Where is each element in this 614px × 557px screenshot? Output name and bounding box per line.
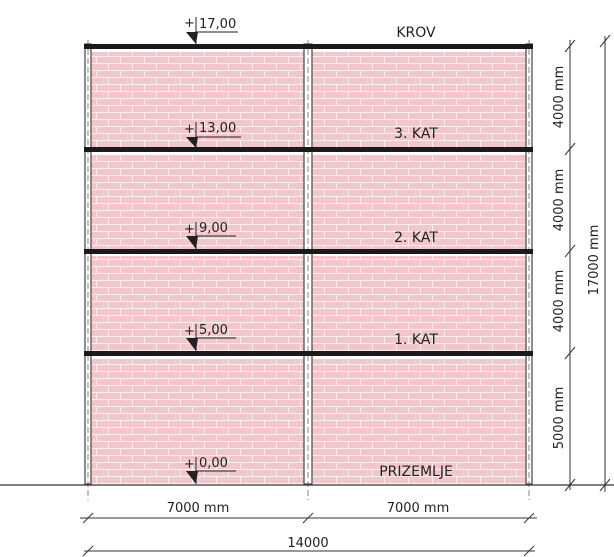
- wall-panel-3kat-right: [312, 52, 527, 148]
- elevation-marker-2kat: + 9,00: [184, 221, 236, 249]
- elevation-marker-1kat: + 5,00: [184, 323, 236, 351]
- dimension-storey-prizemlje: 5000 mm: [552, 387, 567, 450]
- wall-panel-2kat-left: [90, 155, 305, 249]
- elevation-value: 17,00: [199, 17, 236, 32]
- floor-label-3kat: 3. KAT: [394, 126, 438, 142]
- elevation-value: 13,00: [199, 121, 236, 136]
- slab-1kat: [84, 351, 533, 356]
- wall-panel-1kat-right: [312, 256, 527, 352]
- slab-2kat: [84, 249, 533, 254]
- floor-label-prizemlje: PRIZEMLJE: [379, 464, 453, 480]
- dimension-line-bays: [80, 512, 537, 524]
- dimension-line-total-height: [599, 34, 611, 492]
- dimension-bay-right: 7000 mm: [387, 501, 450, 516]
- wall-panel-2kat-right: [312, 155, 527, 249]
- dimension-line-storeys: [564, 39, 576, 492]
- slab-3kat: [84, 147, 533, 152]
- elevation-sign: +: [184, 457, 195, 472]
- elevation-marker-krov: + 17,00: [184, 16, 238, 44]
- elevation-sign: +: [184, 16, 195, 31]
- dimension-line-total-width: [82, 545, 535, 557]
- elevation-value: 0,00: [199, 456, 228, 471]
- wall-panel-prizemlje-right: [312, 359, 527, 484]
- elevation-marker-prizemlje: + 0,00: [184, 456, 236, 484]
- wall-panel-1kat-left: [90, 256, 305, 352]
- elevation-value: 5,00: [199, 323, 228, 338]
- floor-label-krov: KROV: [396, 25, 436, 41]
- floor-label-2kat: 2. KAT: [394, 230, 438, 246]
- wall-panel-prizemlje-left: [90, 359, 305, 484]
- elevation-marker-3kat: + 13,00: [184, 121, 241, 148]
- elevation-value: 9,00: [199, 221, 228, 236]
- wall-panel-3kat-left: [90, 52, 305, 148]
- dimension-storey-1kat: 4000 mm: [552, 270, 567, 333]
- dimension-storey-2kat: 4000 mm: [552, 169, 567, 232]
- elevation-sign: +: [184, 122, 195, 137]
- floor-label-1kat: 1. KAT: [394, 332, 438, 348]
- elevation-sign: +: [184, 324, 195, 339]
- dimension-bay-left: 7000 mm: [167, 501, 230, 516]
- dimension-total-width: 14000: [287, 536, 328, 551]
- dimension-storey-3kat: 4000 mm: [552, 66, 567, 129]
- column-axis-lines: [87, 40, 530, 500]
- dimension-total-height: 17000 mm: [587, 225, 602, 296]
- slabs-group: [84, 44, 533, 356]
- slab-krov: [84, 44, 533, 49]
- wall-infill-group: [90, 52, 527, 484]
- elevation-sign: +: [184, 222, 195, 237]
